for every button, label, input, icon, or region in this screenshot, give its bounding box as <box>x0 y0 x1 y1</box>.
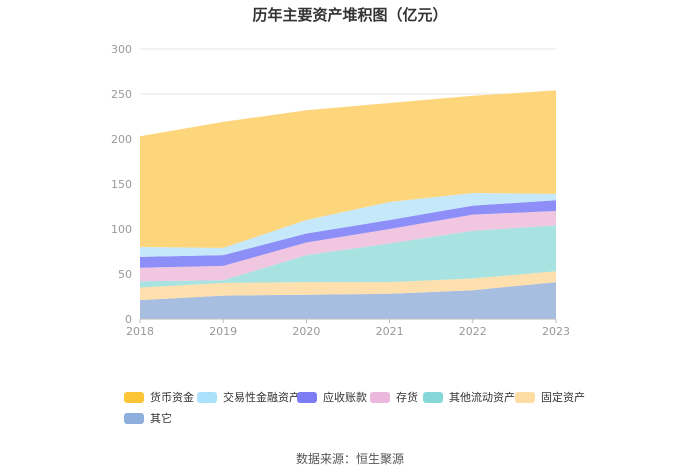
legend-label: 存货 <box>396 391 418 404</box>
x-tick-label: 2021 <box>376 325 404 338</box>
x-tick-label: 2019 <box>209 325 237 338</box>
legend-item[interactable]: 货币资金 <box>124 389 194 405</box>
y-tick-label: 100 <box>111 223 132 236</box>
y-tick-label: 250 <box>111 88 132 101</box>
legend-swatch <box>297 391 317 403</box>
legend-swatch <box>124 412 144 424</box>
legend-item[interactable]: 应收账款 <box>297 389 367 405</box>
legend-swatch <box>423 391 443 403</box>
area-series <box>140 90 556 248</box>
y-tick-label: 300 <box>111 43 132 56</box>
legend-swatch <box>515 391 535 403</box>
x-tick-label: 2023 <box>542 325 570 338</box>
y-tick-label: 0 <box>125 313 132 326</box>
legend-label: 其它 <box>150 412 172 425</box>
legend-label: 其他流动资产 <box>449 391 515 404</box>
area-series <box>140 271 556 301</box>
data-source-note: 数据来源：恒生聚源 <box>295 452 404 466</box>
legend-label: 交易性金融资产 <box>223 391 300 404</box>
legend-item[interactable]: 交易性金融资产 <box>197 389 300 405</box>
y-tick-label: 50 <box>118 268 132 281</box>
legend-item[interactable]: 存货 <box>370 389 418 405</box>
area-series <box>140 211 556 282</box>
area-series <box>140 225 556 288</box>
chart-title: 历年主要资产堆积图（亿元） <box>252 6 448 24</box>
legend-label: 应收账款 <box>323 391 367 404</box>
x-tick-label: 2022 <box>459 325 487 338</box>
x-tick-label: 2020 <box>292 325 320 338</box>
x-tick-label: 2018 <box>126 325 154 338</box>
area-series <box>140 282 556 319</box>
area-series <box>140 193 556 257</box>
legend-label: 固定资产 <box>541 391 585 404</box>
legend-swatch <box>124 391 144 403</box>
area-series <box>140 200 556 268</box>
legend-label: 货币资金 <box>150 391 194 404</box>
legend-swatch <box>370 391 390 403</box>
y-tick-label: 200 <box>111 133 132 146</box>
legend-swatch <box>197 391 217 403</box>
legend-item[interactable]: 固定资产 <box>515 389 585 405</box>
y-tick-label: 150 <box>111 178 132 191</box>
legend-item[interactable]: 其它 <box>124 410 172 426</box>
legend-item[interactable]: 其他流动资产 <box>423 389 515 405</box>
